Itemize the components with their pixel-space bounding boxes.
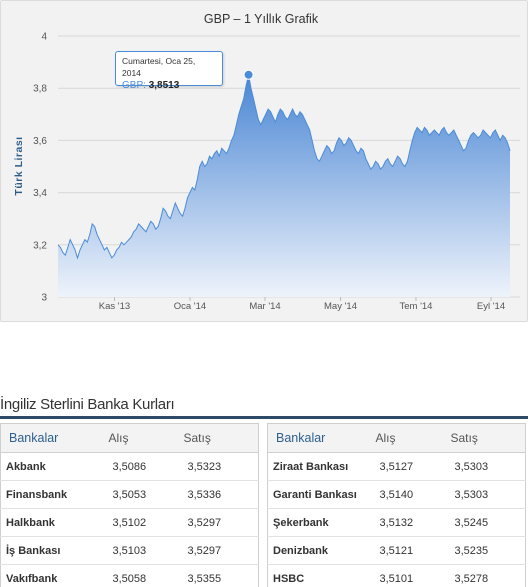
buy-rate: 3,5102 — [108, 508, 184, 537]
table-row: İş Bankası 3,5103 3,5297 — [0, 536, 259, 565]
sell-rate: 3,5303 — [450, 452, 526, 481]
bank-name: Garanti Bankası — [267, 480, 376, 509]
bank-name: Vakıfbank — [0, 564, 109, 587]
section-title: İngiliz Sterlini Banka Kurları — [0, 396, 175, 413]
x-tick-label: May '14 — [324, 301, 357, 312]
sell-rate: 3,5235 — [450, 536, 526, 565]
y-tick-label: 3 — [41, 293, 47, 304]
bank-name: Ziraat Bankası — [267, 452, 376, 481]
header-buy: Alış — [108, 423, 184, 453]
bank-name: Denizbank — [267, 536, 376, 565]
bank-rates-table-left: Bankalar Alış Satış Akbank 3,5086 3,5323… — [0, 423, 259, 587]
table-header-row: Bankalar Alış Satış — [0, 423, 259, 453]
x-tick-label: Kas '13 — [99, 301, 130, 312]
chart-tooltip: Cumartesi, Oca 25, 2014 GBP: 3,8513 — [115, 51, 223, 91]
y-tick-label: 3,8 — [33, 84, 47, 95]
y-tick-label: 4 — [41, 32, 47, 43]
x-tick-label: Mar '14 — [249, 301, 280, 312]
sell-rate: 3,5245 — [450, 508, 526, 537]
buy-rate: 3,5086 — [108, 452, 184, 481]
buy-rate: 3,5053 — [108, 480, 184, 509]
chart-panel: GBP – 1 Yıllık Grafik Türk Lirası 4 3,8 3,… — [0, 0, 528, 322]
buy-rate: 3,5140 — [375, 480, 451, 509]
table-row: Denizbank 3,5121 3,5235 — [267, 536, 526, 565]
sell-rate: 3,5297 — [183, 536, 259, 565]
header-sell: Satış — [183, 423, 259, 453]
buy-rate: 3,5058 — [108, 564, 184, 587]
table-header-row: Bankalar Alış Satış — [267, 423, 526, 453]
bank-name: Akbank — [0, 452, 109, 481]
tooltip-value-line: GBP: 3,8513 — [122, 79, 216, 93]
sell-rate: 3,5297 — [183, 508, 259, 537]
x-tick-label: Eyl '14 — [477, 301, 505, 312]
header-sell: Satış — [450, 423, 526, 453]
tooltip-series-label: GBP: — [122, 80, 146, 91]
tooltip-date: Cumartesi, Oca 25, 2014 — [122, 56, 196, 78]
bank-name: HSBC — [267, 564, 376, 587]
sell-rate: 3,5323 — [183, 452, 259, 481]
buy-rate: 3,5121 — [375, 536, 451, 565]
x-tick-label: Oca '14 — [174, 301, 206, 312]
bank-rates-table-right: Bankalar Alış Satış Ziraat Bankası 3,512… — [267, 423, 526, 587]
header-bank: Bankalar — [0, 423, 109, 453]
table-row: Akbank 3,5086 3,5323 — [0, 452, 259, 481]
table-row: Garanti Bankası 3,5140 3,5303 — [267, 480, 526, 509]
gbp-chart: GBP – 1 Yıllık Grafik Türk Lirası 4 3,8 3,… — [13, 12, 520, 312]
series-area — [58, 74, 510, 297]
sell-rate: 3,5278 — [450, 564, 526, 587]
y-axis-label: Türk Lirası — [13, 136, 25, 195]
tooltip-value: 3,8513 — [148, 80, 180, 91]
sell-rate: 3,5336 — [183, 480, 259, 509]
series-line[interactable] — [57, 74, 511, 260]
bank-name: Halkbank — [0, 508, 109, 537]
header-buy: Alış — [375, 423, 451, 453]
bank-name: İş Bankası — [0, 536, 109, 565]
x-tick-label: Tem '14 — [399, 301, 432, 312]
header-bank: Bankalar — [267, 423, 376, 453]
table-row: HSBC 3,5101 3,5278 — [267, 564, 526, 587]
buy-rate: 3,5127 — [375, 452, 451, 481]
chart-title: GBP – 1 Yıllık Grafik — [204, 12, 319, 26]
y-tick-label: 3,4 — [33, 188, 47, 199]
table-row: Vakıfbank 3,5058 3,5355 — [0, 564, 259, 587]
section-divider — [0, 416, 528, 419]
highlight-point[interactable] — [243, 69, 254, 80]
table-row: Ziraat Bankası 3,5127 3,5303 — [267, 452, 526, 481]
table-row: Finansbank 3,5053 3,5336 — [0, 480, 259, 509]
table-row: Halkbank 3,5102 3,5297 — [0, 508, 259, 537]
buy-rate: 3,5101 — [375, 564, 451, 587]
y-tick-label: 3,2 — [33, 240, 47, 251]
bank-name: Finansbank — [0, 480, 109, 509]
sell-rate: 3,5355 — [183, 564, 259, 587]
sell-rate: 3,5303 — [450, 480, 526, 509]
buy-rate: 3,5132 — [375, 508, 451, 537]
y-tick-label: 3,6 — [33, 136, 47, 147]
bank-name: Şekerbank — [267, 508, 376, 537]
buy-rate: 3,5103 — [108, 536, 184, 565]
table-row: Şekerbank 3,5132 3,5245 — [267, 508, 526, 537]
